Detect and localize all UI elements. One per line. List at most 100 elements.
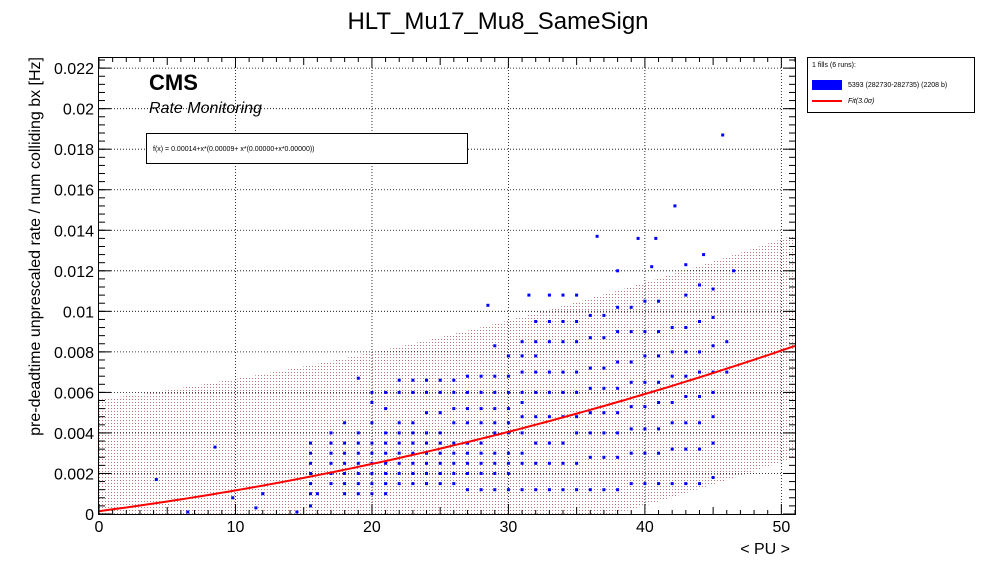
data-point [479, 488, 483, 492]
data-point [629, 380, 633, 384]
data-point [547, 390, 551, 394]
data-point [315, 492, 319, 496]
data-point [425, 431, 428, 435]
data-point [520, 370, 524, 374]
data-point [411, 441, 415, 445]
data-point [616, 330, 620, 334]
data-point [602, 366, 606, 370]
data-point [356, 431, 360, 435]
legend-entry-data: 5393 (282730-282735) (2208 b) [812, 80, 947, 90]
data-point [602, 411, 606, 415]
data-point [411, 421, 415, 425]
data-point [602, 431, 606, 435]
legend-swatch-data [812, 80, 842, 90]
data-point [506, 431, 510, 435]
data-point [329, 482, 333, 486]
data-point [711, 441, 715, 445]
data-point [397, 421, 401, 425]
data-point [309, 504, 312, 508]
data-point [343, 472, 347, 475]
data-point [479, 441, 483, 445]
data-point [438, 441, 442, 445]
data-point [397, 472, 401, 475]
data-point [670, 482, 674, 486]
data-point [636, 236, 640, 240]
data-point [452, 441, 456, 445]
data-point [438, 451, 442, 455]
data-point [561, 390, 565, 394]
data-point [493, 344, 497, 348]
data-point [370, 482, 374, 486]
data-point [438, 390, 442, 394]
data-point [588, 488, 592, 492]
data-point [397, 390, 401, 394]
data-point [231, 496, 235, 500]
data-point [588, 411, 592, 415]
data-point [397, 482, 401, 486]
y-tick-label: 0.006 [54, 385, 94, 402]
cms-label: CMS [149, 70, 198, 95]
data-point [438, 472, 442, 475]
data-point [711, 344, 715, 348]
data-point [561, 441, 565, 445]
data-point [438, 461, 442, 465]
data-point [452, 378, 456, 382]
data-point [295, 510, 299, 514]
data-point [438, 431, 442, 435]
data-point [684, 447, 688, 451]
data-point [588, 313, 592, 317]
data-point [493, 488, 497, 492]
data-point [575, 390, 579, 394]
data-point [343, 441, 347, 445]
data-point [643, 451, 647, 455]
data-point [520, 461, 524, 465]
data-point [657, 380, 660, 384]
data-point [602, 455, 606, 459]
data-point [698, 350, 701, 354]
data-point [698, 395, 701, 398]
data-point [452, 472, 456, 475]
data-point [698, 283, 701, 287]
data-point [561, 461, 565, 465]
data-point [370, 390, 374, 394]
y-tick-label: 0.01 [63, 304, 94, 321]
data-point [309, 472, 312, 475]
data-point [329, 431, 333, 435]
data-point [643, 330, 647, 334]
data-point [616, 455, 620, 459]
legend-entry-fit: Fit(3.0σ) [812, 98, 874, 105]
data-point [384, 441, 388, 445]
data-point [673, 204, 677, 208]
data-point [711, 415, 715, 419]
data-point [650, 265, 654, 269]
data-point [711, 390, 715, 394]
data-point [329, 441, 333, 445]
data-point [370, 492, 374, 496]
y-tick-label: 0.004 [54, 426, 94, 443]
data-point [702, 253, 706, 257]
data-point [343, 451, 347, 455]
data-point [411, 461, 415, 465]
data-point [698, 370, 701, 374]
data-point [629, 482, 633, 486]
data-point [561, 320, 565, 323]
x-tick-label: 30 [500, 519, 518, 536]
data-point [356, 461, 360, 465]
data-point [534, 354, 538, 358]
data-point [486, 303, 490, 307]
data-point [575, 370, 579, 374]
data-point [616, 269, 620, 273]
data-point [479, 374, 483, 378]
data-point [670, 350, 674, 354]
data-point [309, 461, 312, 465]
x-tick-label: 10 [227, 519, 245, 536]
data-point [698, 447, 701, 451]
data-point [466, 390, 469, 394]
data-point [575, 293, 579, 297]
data-point [534, 370, 538, 374]
data-point [425, 451, 428, 455]
data-point [343, 421, 347, 425]
data-point [479, 472, 483, 475]
data-point [657, 299, 660, 303]
data-point [370, 441, 374, 445]
